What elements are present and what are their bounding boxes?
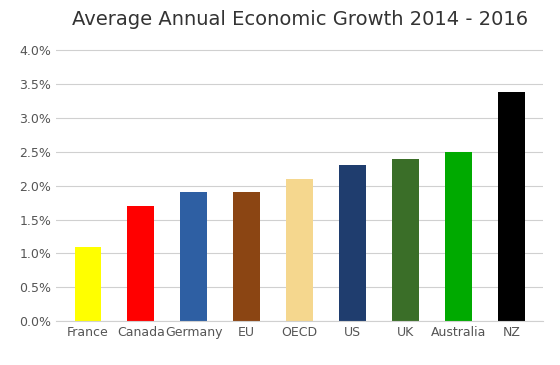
Title: Average Annual Economic Growth 2014 - 2016: Average Annual Economic Growth 2014 - 20… — [72, 10, 528, 30]
Bar — [180, 192, 207, 321]
Bar — [498, 92, 525, 321]
Bar — [74, 247, 101, 321]
Bar — [339, 165, 366, 321]
Bar — [392, 158, 419, 321]
Bar — [234, 192, 260, 321]
Bar — [128, 206, 154, 321]
Bar — [286, 179, 313, 321]
Bar — [445, 152, 472, 321]
